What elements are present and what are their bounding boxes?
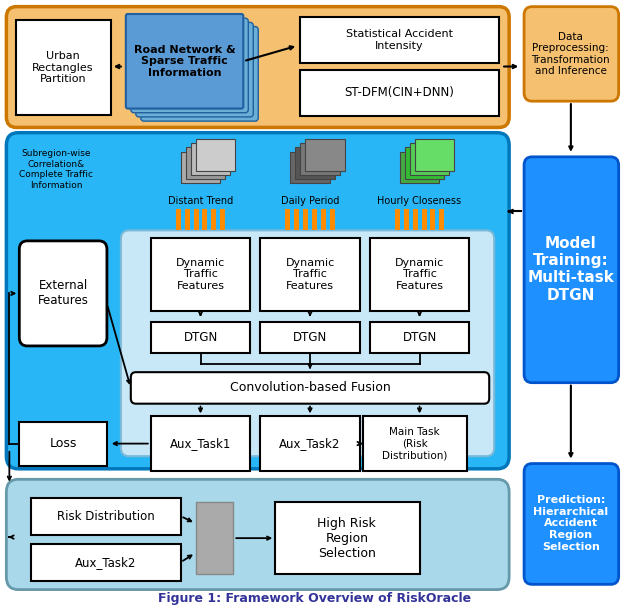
Text: Road Network &
Sparse Traffic
Information: Road Network & Sparse Traffic Informatio… (134, 45, 236, 78)
FancyBboxPatch shape (121, 230, 494, 456)
FancyBboxPatch shape (524, 463, 619, 584)
Bar (212, 209, 217, 230)
Bar (220, 209, 226, 230)
Text: DTGN: DTGN (293, 331, 327, 344)
Bar (260, 322, 360, 353)
Bar (295, 147, 335, 179)
FancyBboxPatch shape (524, 157, 619, 382)
Bar (440, 209, 444, 230)
Bar (300, 143, 340, 174)
Text: External
Features: External Features (38, 280, 89, 307)
Text: Model
Training:
Multi-task
DTGN: Model Training: Multi-task DTGN (527, 236, 614, 303)
Bar (260, 237, 360, 312)
Bar (330, 209, 335, 230)
Bar (430, 209, 435, 230)
Text: DTGN: DTGN (403, 331, 437, 344)
Bar (300, 17, 499, 64)
Text: Dynamic
Traffic
Features: Dynamic Traffic Features (285, 258, 335, 291)
Bar (399, 152, 440, 183)
Bar (370, 237, 469, 312)
Bar (20, 422, 107, 466)
Text: Loss: Loss (49, 437, 77, 450)
Text: Prediction:
Hierarchical
Accident
Region
Selection: Prediction: Hierarchical Accident Region… (534, 495, 609, 551)
FancyBboxPatch shape (140, 26, 258, 121)
Bar (186, 147, 226, 179)
Bar (151, 237, 250, 312)
Bar (294, 209, 299, 230)
Text: Aux_Task2: Aux_Task2 (279, 437, 341, 450)
Bar (181, 152, 220, 183)
Bar (303, 209, 308, 230)
Bar (394, 209, 399, 230)
Text: Risk Distribution: Risk Distribution (57, 510, 155, 523)
Bar (193, 209, 198, 230)
FancyBboxPatch shape (136, 23, 253, 117)
Bar (260, 416, 360, 471)
Bar (370, 322, 469, 353)
Text: Distant Trend: Distant Trend (168, 196, 233, 206)
Bar (176, 209, 181, 230)
Bar (363, 416, 467, 471)
Bar (32, 498, 181, 535)
Bar (413, 209, 418, 230)
Text: Urban
Rectangles
Partition: Urban Rectangles Partition (32, 51, 94, 84)
FancyBboxPatch shape (126, 14, 243, 108)
Bar (321, 209, 326, 230)
FancyBboxPatch shape (6, 7, 509, 127)
Bar (305, 139, 345, 171)
Text: DTGN: DTGN (183, 331, 217, 344)
Bar (285, 209, 290, 230)
Bar (415, 139, 454, 171)
Text: Convolution-based Fusion: Convolution-based Fusion (230, 381, 391, 394)
Text: Daily Period: Daily Period (281, 196, 339, 206)
Text: Subregion-wise
Correlation&
Complete Traffic
Information: Subregion-wise Correlation& Complete Tra… (19, 149, 93, 190)
Bar (32, 545, 181, 581)
Text: High Risk
Region
Selection: High Risk Region Selection (318, 517, 376, 559)
Bar (195, 139, 236, 171)
Text: Main Task
(Risk
Distribution): Main Task (Risk Distribution) (382, 427, 447, 460)
FancyBboxPatch shape (524, 7, 619, 101)
Bar (195, 502, 233, 574)
Bar (290, 152, 330, 183)
Text: Dynamic
Traffic
Features: Dynamic Traffic Features (176, 258, 225, 291)
Bar (151, 322, 250, 353)
Bar (421, 209, 427, 230)
Text: ST-DFM(CIN+DNN): ST-DFM(CIN+DNN) (345, 86, 455, 99)
Text: Statistical Accident
Intensity: Statistical Accident Intensity (346, 29, 453, 51)
FancyBboxPatch shape (6, 479, 509, 589)
Text: Data
Preprocessing:
Transformation
and Inference: Data Preprocessing: Transformation and I… (532, 31, 610, 76)
FancyBboxPatch shape (6, 133, 509, 469)
Bar (202, 209, 207, 230)
FancyBboxPatch shape (126, 14, 243, 108)
Text: Dynamic
Traffic
Features: Dynamic Traffic Features (395, 258, 444, 291)
FancyBboxPatch shape (20, 241, 107, 346)
Bar (404, 147, 444, 179)
Text: Aux_Task1: Aux_Task1 (170, 437, 231, 450)
Bar (151, 416, 250, 471)
Text: Hourly Closeness: Hourly Closeness (377, 196, 462, 206)
FancyBboxPatch shape (131, 18, 248, 113)
FancyBboxPatch shape (131, 372, 490, 404)
Bar (410, 143, 449, 174)
Bar (190, 143, 231, 174)
Text: Figure 1: Framework Overview of RiskOracle: Figure 1: Framework Overview of RiskOrac… (158, 592, 472, 605)
Bar (16, 20, 111, 115)
Text: Aux_Task2: Aux_Task2 (75, 556, 137, 569)
Bar (404, 209, 409, 230)
Bar (185, 209, 190, 230)
Bar (300, 70, 499, 116)
Bar (312, 209, 317, 230)
Bar (275, 502, 420, 574)
